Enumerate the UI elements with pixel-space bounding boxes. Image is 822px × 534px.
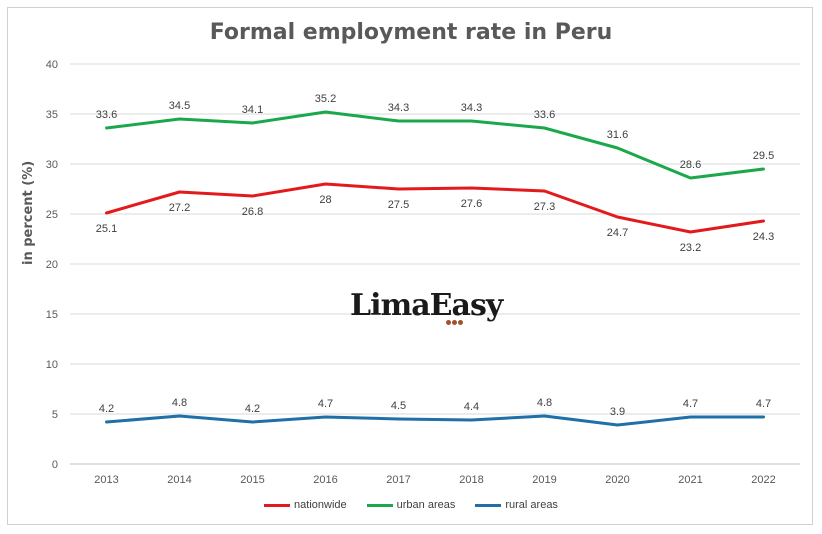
- data-label-rural-areas: 4.7: [756, 398, 771, 410]
- y-tick-label: 30: [46, 159, 58, 171]
- data-label-nationwide: 24.3: [753, 231, 774, 243]
- legend-item: nationwide: [264, 499, 347, 511]
- y-tick-label: 40: [46, 59, 58, 71]
- legend-item: rural areas: [475, 499, 558, 511]
- series-line-rural-areas: [105, 414, 765, 427]
- legend-label: urban areas: [396, 499, 456, 511]
- data-label-urban-areas: 34.5: [169, 100, 190, 112]
- data-label-rural-areas: 4.7: [318, 398, 333, 410]
- data-label-urban-areas: 35.2: [315, 93, 336, 105]
- data-labels: 25.1 27.2 26.8 28 27.5 27.6 27.3 24.7 23.2 24.3 33…: [96, 93, 774, 418]
- x-tick-label: 2015: [240, 474, 264, 486]
- legend-swatch: [366, 503, 393, 507]
- y-tick-label: 10: [46, 359, 58, 371]
- series-lines: [105, 110, 765, 427]
- legend-swatch: [264, 503, 291, 507]
- data-label-nationwide: 26.8: [242, 206, 263, 218]
- data-label-nationwide: 28: [319, 194, 331, 206]
- data-label-nationwide: 25.1: [96, 223, 117, 235]
- data-label-rural-areas: 4.4: [464, 401, 479, 413]
- watermark-logo: LimaEasy: [350, 288, 503, 323]
- x-tick-label: 2022: [751, 474, 775, 486]
- data-label-rural-areas: 4.7: [683, 398, 698, 410]
- data-label-rural-areas: 4.2: [245, 403, 260, 415]
- x-tick-labels: 2013 2014 2015 2016 2017 2018 2019 2020 2021 2022: [94, 474, 775, 486]
- y-tick-label: 15: [46, 309, 58, 321]
- y-tick-label: 35: [46, 109, 58, 121]
- data-label-rural-areas: 4.2: [99, 403, 114, 415]
- data-label-rural-areas: 4.8: [172, 397, 187, 409]
- x-tick-label: 2019: [532, 474, 556, 486]
- data-label-urban-areas: 29.5: [753, 150, 774, 162]
- chart-title: Formal employment rate in Peru: [209, 20, 613, 45]
- legend-swatch: [475, 503, 502, 507]
- data-label-nationwide: 27.3: [534, 201, 555, 213]
- data-label-urban-areas: 31.6: [607, 129, 628, 141]
- data-label-nationwide: 27.6: [461, 198, 482, 210]
- x-tick-label: 2020: [605, 474, 629, 486]
- y-tick-label: 5: [52, 409, 58, 421]
- data-label-nationwide: 23.2: [680, 242, 701, 254]
- y-tick-label: 25: [46, 209, 58, 221]
- gridlines: [70, 63, 800, 465]
- data-label-urban-areas: 33.6: [534, 109, 555, 121]
- data-label-rural-areas: 3.9: [610, 406, 625, 418]
- data-label-nationwide: 27.5: [388, 199, 409, 211]
- x-tick-label: 2017: [386, 474, 410, 486]
- watermark-dots: [446, 312, 464, 330]
- x-tick-label: 2016: [313, 474, 337, 486]
- data-label-urban-areas: 34.1: [242, 104, 263, 116]
- x-tick-label: 2013: [94, 474, 118, 486]
- y-tick-label: 20: [46, 259, 58, 271]
- legend: nationwide urban areas rural areas: [0, 499, 822, 511]
- legend-item: urban areas: [366, 499, 456, 511]
- y-tick-labels: 0 5 10 15 20 25 30 35 40: [46, 59, 58, 471]
- data-label-urban-areas: 34.3: [461, 102, 482, 114]
- x-tick-label: 2021: [678, 474, 702, 486]
- data-label-urban-areas: 34.3: [388, 102, 409, 114]
- series-line-nationwide: [105, 182, 765, 234]
- legend-label: rural areas: [505, 499, 558, 511]
- y-tick-label: 0: [52, 459, 58, 471]
- data-label-rural-areas: 4.5: [391, 400, 406, 412]
- x-tick-label: 2014: [167, 474, 191, 486]
- data-label-nationwide: 24.7: [607, 227, 628, 239]
- chart-frame: [7, 7, 813, 525]
- x-tick-label: 2018: [459, 474, 483, 486]
- data-label-nationwide: 27.2: [169, 202, 190, 214]
- data-label-urban-areas: 28.6: [680, 159, 701, 171]
- data-label-rural-areas: 4.8: [537, 397, 552, 409]
- series-line-urban-areas: [105, 110, 765, 180]
- legend-label: nationwide: [294, 499, 347, 511]
- data-label-urban-areas: 33.6: [96, 109, 117, 121]
